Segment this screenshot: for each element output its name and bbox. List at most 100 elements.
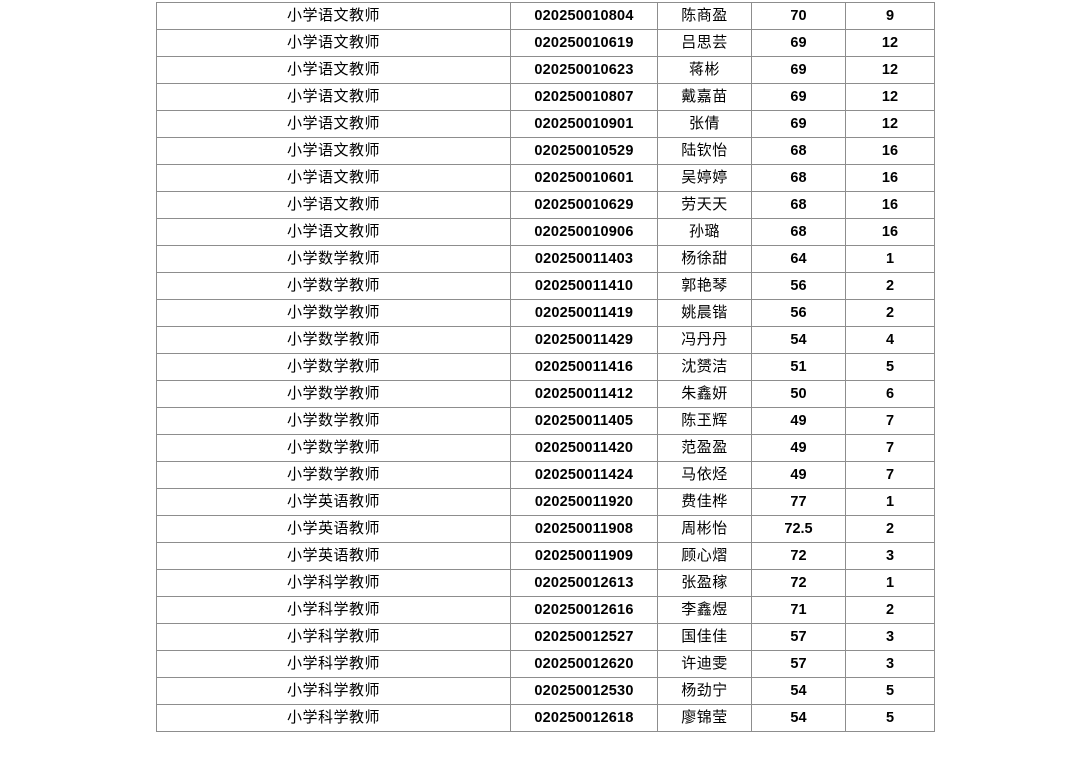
cell-score: 50 bbox=[751, 380, 846, 408]
cell-id: 020250010619 bbox=[510, 29, 658, 57]
table-row: 小学语文教师 020250010629 劳天天 68 16 bbox=[156, 191, 935, 219]
cell-rank: 5 bbox=[845, 677, 935, 705]
cell-post: 小学语文教师 bbox=[156, 137, 511, 165]
cell-score: 56 bbox=[751, 299, 846, 327]
cell-rank: 3 bbox=[845, 542, 935, 570]
cell-score: 68 bbox=[751, 191, 846, 219]
cell-rank: 6 bbox=[845, 380, 935, 408]
cell-score: 69 bbox=[751, 110, 846, 138]
cell-rank: 12 bbox=[845, 29, 935, 57]
table-row: 小学语文教师 020250010601 吴婷婷 68 16 bbox=[156, 164, 935, 192]
cell-rank: 2 bbox=[845, 299, 935, 327]
cell-name: 沈赟洁 bbox=[657, 353, 752, 381]
cell-rank: 2 bbox=[845, 272, 935, 300]
cell-post: 小学科学教师 bbox=[156, 704, 511, 732]
cell-post: 小学英语教师 bbox=[156, 515, 511, 543]
cell-post: 小学数学教师 bbox=[156, 299, 511, 327]
cell-score: 49 bbox=[751, 407, 846, 435]
cell-id: 020250010529 bbox=[510, 137, 658, 165]
cell-id: 020250012618 bbox=[510, 704, 658, 732]
table-row: 小学语文教师 020250010619 吕思芸 69 12 bbox=[156, 29, 935, 57]
cell-score: 69 bbox=[751, 56, 846, 84]
cell-name: 陆钦怡 bbox=[657, 137, 752, 165]
cell-id: 020250010901 bbox=[510, 110, 658, 138]
cell-score: 49 bbox=[751, 461, 846, 489]
table-row: 小学数学教师 020250011410 郭艳琴 56 2 bbox=[156, 272, 935, 300]
cell-rank: 5 bbox=[845, 353, 935, 381]
cell-name: 杨劲宁 bbox=[657, 677, 752, 705]
cell-score: 51 bbox=[751, 353, 846, 381]
cell-post: 小学数学教师 bbox=[156, 353, 511, 381]
cell-id: 020250011429 bbox=[510, 326, 658, 354]
cell-id: 020250011420 bbox=[510, 434, 658, 462]
cell-id: 020250010804 bbox=[510, 2, 658, 30]
cell-rank: 3 bbox=[845, 623, 935, 651]
table-row: 小学数学教师 020250011412 朱鑫妍 50 6 bbox=[156, 380, 935, 408]
cell-post: 小学科学教师 bbox=[156, 569, 511, 597]
cell-post: 小学数学教师 bbox=[156, 326, 511, 354]
cell-score: 69 bbox=[751, 29, 846, 57]
cell-name: 范盈盈 bbox=[657, 434, 752, 462]
table-row: 小学语文教师 020250010529 陆钦怡 68 16 bbox=[156, 137, 935, 165]
table-row: 小学语文教师 020250010906 孙璐 68 16 bbox=[156, 218, 935, 246]
cell-post: 小学语文教师 bbox=[156, 29, 511, 57]
cell-score: 77 bbox=[751, 488, 846, 516]
cell-id: 020250011909 bbox=[510, 542, 658, 570]
cell-rank: 7 bbox=[845, 434, 935, 462]
cell-name: 杨徐甜 bbox=[657, 245, 752, 273]
table-row: 小学数学教师 020250011420 范盈盈 49 7 bbox=[156, 434, 935, 462]
cell-id: 020250011403 bbox=[510, 245, 658, 273]
cell-score: 54 bbox=[751, 704, 846, 732]
cell-score: 72 bbox=[751, 569, 846, 597]
cell-id: 020250011405 bbox=[510, 407, 658, 435]
cell-name: 陈商盈 bbox=[657, 2, 752, 30]
cell-post: 小学英语教师 bbox=[156, 488, 511, 516]
cell-rank: 16 bbox=[845, 137, 935, 165]
cell-id: 020250011410 bbox=[510, 272, 658, 300]
cell-score: 57 bbox=[751, 650, 846, 678]
cell-name: 劳天天 bbox=[657, 191, 752, 219]
table-row: 小学语文教师 020250010804 陈商盈 70 9 bbox=[156, 2, 935, 30]
cell-score: 69 bbox=[751, 83, 846, 111]
cell-post: 小学数学教师 bbox=[156, 407, 511, 435]
cell-post: 小学语文教师 bbox=[156, 110, 511, 138]
table-row: 小学科学教师 020250012527 国佳佳 57 3 bbox=[156, 623, 935, 651]
table-row: 小学数学教师 020250011429 冯丹丹 54 4 bbox=[156, 326, 935, 354]
cell-rank: 4 bbox=[845, 326, 935, 354]
cell-rank: 1 bbox=[845, 569, 935, 597]
table-row: 小学科学教师 020250012618 廖锦莹 54 5 bbox=[156, 704, 935, 732]
cell-post: 小学语文教师 bbox=[156, 83, 511, 111]
cell-id: 020250011412 bbox=[510, 380, 658, 408]
cell-id: 020250010601 bbox=[510, 164, 658, 192]
table-row: 小学数学教师 020250011416 沈赟洁 51 5 bbox=[156, 353, 935, 381]
cell-score: 71 bbox=[751, 596, 846, 624]
cell-id: 020250012616 bbox=[510, 596, 658, 624]
cell-post: 小学数学教师 bbox=[156, 434, 511, 462]
cell-post: 小学语文教师 bbox=[156, 191, 511, 219]
cell-score: 72 bbox=[751, 542, 846, 570]
cell-rank: 3 bbox=[845, 650, 935, 678]
cell-name: 郭艳琴 bbox=[657, 272, 752, 300]
cell-name: 费佳桦 bbox=[657, 488, 752, 516]
cell-score: 54 bbox=[751, 677, 846, 705]
cell-score: 54 bbox=[751, 326, 846, 354]
cell-score: 56 bbox=[751, 272, 846, 300]
cell-id: 020250012613 bbox=[510, 569, 658, 597]
cell-score: 70 bbox=[751, 2, 846, 30]
cell-id: 020250010623 bbox=[510, 56, 658, 84]
cell-post: 小学科学教师 bbox=[156, 677, 511, 705]
cell-name: 马依烃 bbox=[657, 461, 752, 489]
cell-score: 72.5 bbox=[751, 515, 846, 543]
cell-rank: 16 bbox=[845, 191, 935, 219]
cell-id: 020250012530 bbox=[510, 677, 658, 705]
table-row: 小学语文教师 020250010807 戴嘉苗 69 12 bbox=[156, 83, 935, 111]
cell-rank: 16 bbox=[845, 218, 935, 246]
table-row: 小学语文教师 020250010901 张倩 69 12 bbox=[156, 110, 935, 138]
cell-score: 57 bbox=[751, 623, 846, 651]
cell-name: 顾心熠 bbox=[657, 542, 752, 570]
table-row: 小学科学教师 020250012530 杨劲宁 54 5 bbox=[156, 677, 935, 705]
cell-rank: 16 bbox=[845, 164, 935, 192]
table-row: 小学数学教师 020250011424 马依烃 49 7 bbox=[156, 461, 935, 489]
cell-rank: 12 bbox=[845, 110, 935, 138]
